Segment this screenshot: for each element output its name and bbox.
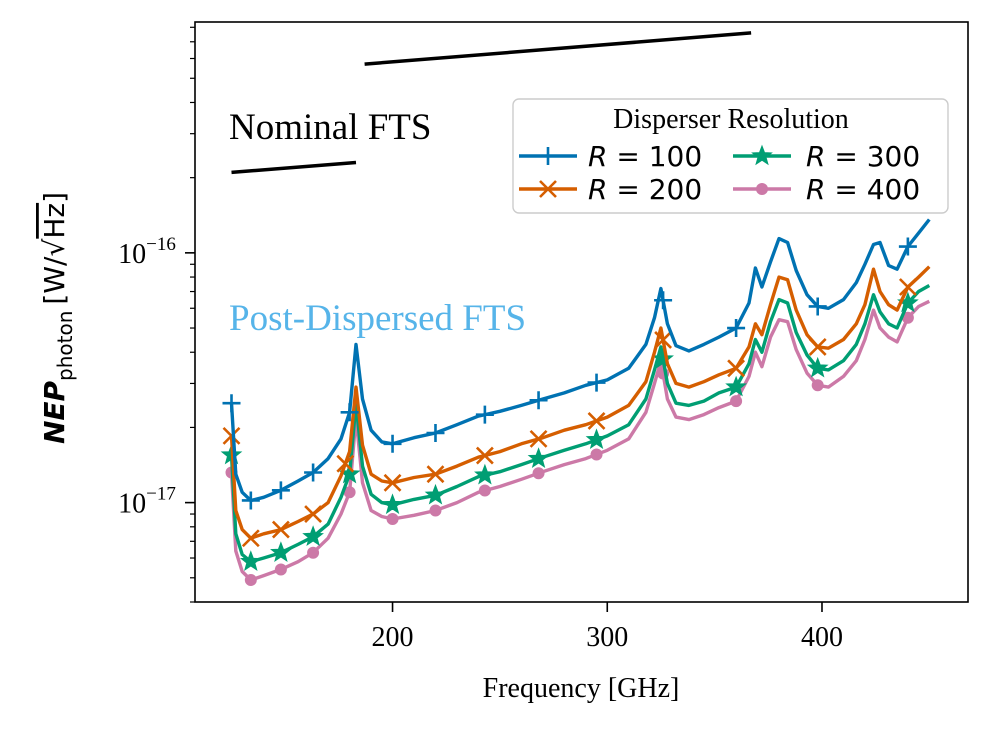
- data-marker: [239, 550, 262, 571]
- y-tick-base: 10: [118, 239, 146, 270]
- x-axis-label: Frequency [GHz]: [483, 673, 680, 704]
- data-marker: [727, 319, 746, 338]
- data-marker: [808, 297, 827, 316]
- data-marker: [730, 395, 743, 408]
- legend-frame: [512, 98, 949, 214]
- data-marker: [241, 491, 260, 510]
- y-tick-exponent: −17: [146, 484, 176, 505]
- data-series: [220, 218, 931, 586]
- data-marker: [271, 481, 290, 500]
- nominal-fts-line-0: [231, 160, 357, 175]
- data-marker: [654, 330, 673, 349]
- data-marker: [585, 428, 608, 450]
- series-line: [229, 265, 931, 540]
- y-tick-label: 10−17: [118, 484, 176, 520]
- data-marker: [587, 373, 606, 392]
- legend-label: R = 100: [588, 140, 702, 173]
- data-marker: [898, 237, 917, 256]
- annotation-post-dispersed-fts: Post-Dispersed FTS: [229, 298, 526, 339]
- data-marker: [725, 375, 747, 397]
- legend-label: R = 400: [806, 173, 920, 206]
- x-tick-label-200: 200: [372, 622, 414, 653]
- series-line: [229, 218, 931, 503]
- data-marker: [222, 426, 241, 445]
- x-tick-label-300: 300: [586, 622, 628, 653]
- data-marker: [898, 278, 917, 296]
- legend-label: R = 200: [588, 173, 702, 206]
- data-marker: [901, 311, 914, 324]
- data-marker: [590, 448, 603, 461]
- data-marker: [654, 291, 673, 310]
- series-r200: [222, 265, 931, 548]
- series-line: [229, 284, 931, 564]
- data-marker: [424, 483, 447, 505]
- data-marker: [532, 467, 545, 480]
- data-marker: [478, 484, 491, 497]
- y-label-units-radicand: Hz: [38, 203, 71, 239]
- y-tick-base: 10: [118, 489, 146, 520]
- data-marker: [274, 563, 287, 576]
- y-label-units-suffix: ]: [38, 192, 71, 203]
- data-marker: [340, 403, 359, 422]
- data-marker: [474, 463, 496, 485]
- legend-title: Disperser Resolution: [613, 104, 849, 135]
- data-marker: [383, 434, 402, 453]
- y-label-main: NEP: [38, 380, 71, 444]
- data-marker: [527, 447, 550, 468]
- data-marker: [386, 512, 399, 525]
- data-marker: [304, 463, 323, 482]
- data-marker: [270, 541, 292, 562]
- series-r100: [222, 218, 931, 510]
- nominal-fts-lines: [231, 31, 752, 175]
- data-marker: [429, 504, 442, 517]
- data-marker: [271, 520, 290, 539]
- data-marker: [652, 347, 674, 369]
- y-tick-label: 10−16: [118, 234, 176, 270]
- data-marker: [343, 486, 356, 499]
- data-marker: [529, 391, 548, 410]
- data-marker: [811, 379, 824, 392]
- data-marker: [307, 546, 320, 559]
- plot-frame: [194, 21, 969, 603]
- series-r300: [220, 284, 931, 571]
- y-label-units-prefix: [W/: [38, 256, 71, 305]
- legend-label: R = 300: [806, 140, 920, 173]
- data-marker: [806, 356, 829, 378]
- series-line: [229, 299, 931, 582]
- y-label-sub: photon: [53, 311, 77, 381]
- data-marker: [244, 573, 257, 586]
- data-marker: [529, 429, 548, 448]
- data-marker: [383, 473, 402, 492]
- data-marker: [302, 525, 324, 546]
- legend-entry-200: R = 200: [519, 173, 702, 206]
- data-marker: [426, 465, 445, 484]
- nominal-fts-line-1: [364, 31, 752, 66]
- legend-marker: [539, 147, 557, 165]
- y-tick-exponent: −16: [146, 234, 176, 255]
- data-marker: [475, 446, 494, 465]
- data-marker: [426, 423, 445, 442]
- data-marker: [336, 454, 355, 473]
- data-marker: [381, 493, 404, 515]
- legend-entry-400: R = 400: [733, 173, 920, 206]
- annotation-nominal-fts: Nominal FTS: [229, 107, 432, 148]
- data-marker: [808, 338, 827, 356]
- data-marker: [241, 529, 260, 548]
- data-marker: [222, 394, 241, 413]
- data-marker: [587, 411, 606, 430]
- legend-marker: [756, 183, 768, 195]
- data-marker: [304, 505, 323, 523]
- data-marker: [475, 405, 494, 424]
- legend-entry-300: R = 300: [733, 140, 920, 173]
- legend-marker: [539, 180, 557, 198]
- legend-marker: [751, 144, 773, 166]
- x-tick-label-400: 400: [801, 622, 843, 653]
- data-marker: [727, 359, 746, 378]
- legend-entry-100: R = 100: [519, 140, 702, 173]
